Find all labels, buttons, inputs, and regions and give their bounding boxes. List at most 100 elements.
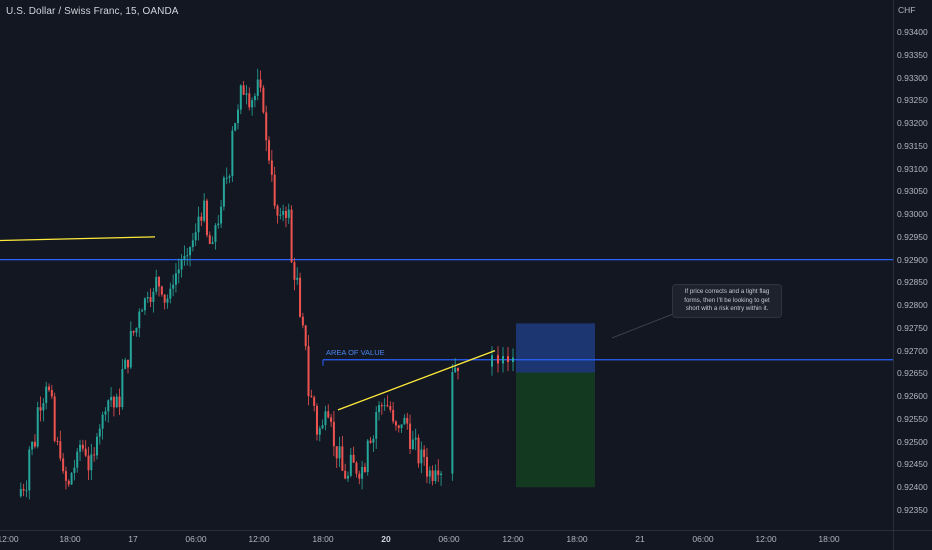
price-tick-label: 0.93000 xyxy=(897,209,928,220)
down-candle xyxy=(380,405,383,407)
up-candle xyxy=(191,240,194,248)
up-candle xyxy=(279,214,282,216)
callout-note[interactable]: If price corrects and a tight flag forms… xyxy=(672,284,782,318)
up-candle xyxy=(110,396,113,401)
up-candle xyxy=(121,368,124,408)
price-tick-label: 0.93100 xyxy=(897,163,928,174)
down-candle xyxy=(84,448,87,456)
up-candle xyxy=(231,130,234,177)
down-candle xyxy=(497,355,499,364)
time-tick-label: 06:00 xyxy=(185,534,207,544)
down-candle xyxy=(112,396,115,408)
up-candle xyxy=(70,472,73,485)
up-candle xyxy=(98,428,101,437)
up-candle xyxy=(222,177,225,207)
up-candle xyxy=(155,276,158,292)
price-tick-label: 0.92750 xyxy=(897,322,928,333)
down-candle xyxy=(358,473,361,479)
down-candle xyxy=(242,85,245,95)
up-candle xyxy=(25,490,28,492)
down-candle xyxy=(417,437,420,464)
down-candle xyxy=(352,454,355,463)
price-tick-label: 0.92600 xyxy=(897,391,928,402)
up-candle xyxy=(183,255,186,260)
up-candle xyxy=(45,386,48,404)
down-candle xyxy=(394,421,397,426)
up-candle xyxy=(95,436,98,456)
up-candle xyxy=(172,284,175,289)
up-candle xyxy=(372,438,375,443)
up-candle xyxy=(383,405,386,407)
up-candle xyxy=(378,405,381,413)
time-tick-label: 06:00 xyxy=(438,534,460,544)
price-tick-label: 0.92800 xyxy=(897,300,928,311)
up-candle xyxy=(186,255,189,257)
down-candle xyxy=(335,446,338,459)
price-tick-label: 0.92950 xyxy=(897,231,928,242)
time-tick-label: 06:00 xyxy=(692,534,714,544)
down-candle xyxy=(369,440,372,443)
callout-pointer xyxy=(611,311,679,339)
down-candle xyxy=(67,480,70,485)
down-candle xyxy=(59,441,62,459)
symbol-title: U.S. Dollar / Swiss Franc, 15, OANDA xyxy=(6,6,179,17)
price-tick-label: 0.92550 xyxy=(897,413,928,424)
down-candle xyxy=(425,456,428,477)
price-chart[interactable] xyxy=(0,0,893,530)
time-tick-label: 21 xyxy=(635,534,645,544)
down-candle xyxy=(355,462,358,474)
time-tick-label: 18:00 xyxy=(59,534,81,544)
up-candle xyxy=(174,273,177,285)
time-tick-label: 18:00 xyxy=(312,534,334,544)
up-candle xyxy=(400,424,403,428)
down-candle xyxy=(64,471,67,481)
down-candle xyxy=(290,209,293,263)
up-candle xyxy=(251,100,254,108)
up-candle xyxy=(197,216,200,233)
up-candle xyxy=(403,417,406,425)
time-tick-label: 12:00 xyxy=(755,534,777,544)
down-candle xyxy=(93,454,96,456)
down-candle xyxy=(205,200,208,236)
down-candle xyxy=(437,470,440,476)
up-candle xyxy=(256,79,259,96)
down-candle xyxy=(344,470,347,479)
down-candle xyxy=(409,423,412,449)
up-candle xyxy=(180,259,183,270)
down-candle xyxy=(262,87,265,113)
down-candle xyxy=(39,407,42,411)
up-candle xyxy=(366,440,369,472)
chart-area[interactable] xyxy=(0,0,893,530)
price-tick-label: 0.92450 xyxy=(897,459,928,470)
down-candle xyxy=(276,205,279,216)
down-candle xyxy=(397,425,400,428)
down-candle xyxy=(270,160,273,175)
price-tick-label: 0.92700 xyxy=(897,345,928,356)
up-candle xyxy=(169,288,172,299)
down-candle xyxy=(56,440,59,442)
down-candle xyxy=(160,286,163,295)
price-tick-label: 0.92400 xyxy=(897,482,928,493)
down-candle xyxy=(406,417,409,424)
up-candle xyxy=(211,242,214,244)
up-candle xyxy=(203,200,206,221)
time-tick-label: 12:00 xyxy=(502,534,524,544)
up-candle xyxy=(177,269,180,274)
down-candle xyxy=(392,409,395,422)
price-tick-label: 0.93050 xyxy=(897,186,928,197)
down-candle xyxy=(431,470,434,482)
price-tick-label: 0.92650 xyxy=(897,368,928,379)
down-candle xyxy=(118,396,121,408)
down-candle xyxy=(301,316,304,326)
up-candle xyxy=(79,444,82,452)
down-candle xyxy=(284,211,287,218)
up-candle xyxy=(166,298,169,303)
price-tick-label: 0.93400 xyxy=(897,27,928,37)
up-candle xyxy=(318,428,321,435)
down-candle xyxy=(507,356,509,363)
down-candle xyxy=(299,277,302,317)
up-candle xyxy=(440,473,443,476)
down-candle xyxy=(268,140,271,161)
up-candle xyxy=(104,411,107,415)
down-candle xyxy=(87,455,90,471)
